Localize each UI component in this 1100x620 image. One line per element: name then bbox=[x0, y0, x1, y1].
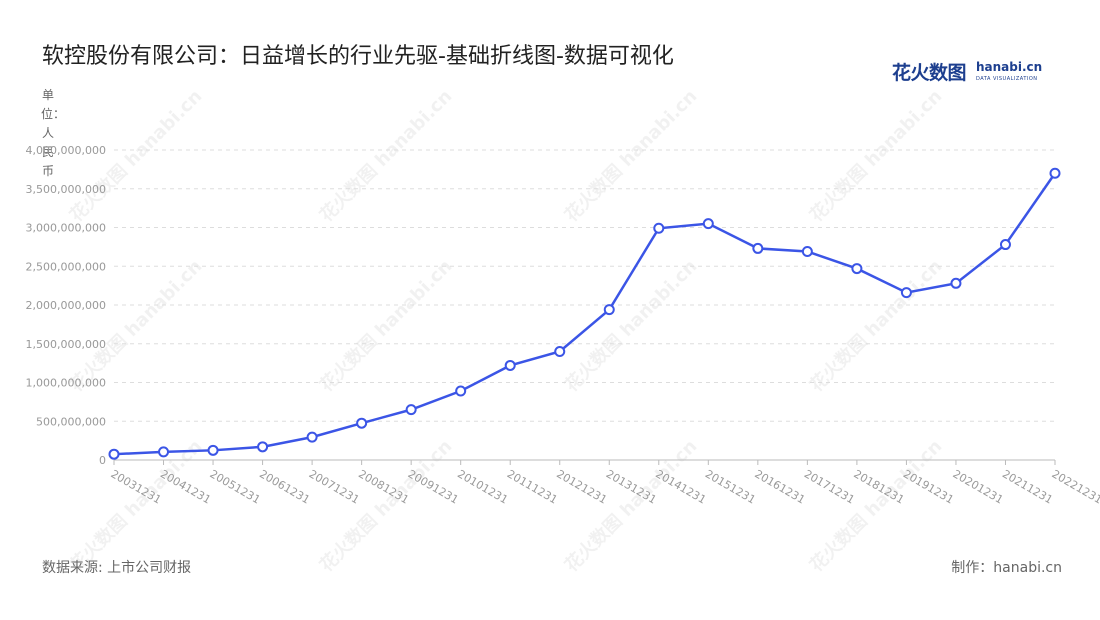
x-axis-ticks: 2003123120041231200512312006123120071231… bbox=[109, 467, 1100, 506]
x-tick-label: 20061231 bbox=[257, 467, 312, 506]
x-tick-label: 20221231 bbox=[1050, 467, 1100, 506]
brand-logo-sub: DATA VISUALIZATION bbox=[976, 76, 1038, 82]
data-point[interactable] bbox=[405, 404, 417, 416]
watermark-text: 花火数图 hanabi.cn bbox=[65, 255, 206, 396]
x-tick-label: 20201231 bbox=[950, 467, 1005, 506]
data-point[interactable] bbox=[900, 287, 912, 299]
data-point[interactable] bbox=[356, 417, 368, 429]
data-point[interactable] bbox=[158, 446, 170, 458]
data-point[interactable] bbox=[1049, 167, 1061, 179]
y-tick-label: 500,000,000 bbox=[36, 415, 106, 428]
data-point[interactable] bbox=[851, 263, 863, 275]
y-tick-label: 1,500,000,000 bbox=[26, 338, 106, 351]
watermark-text: 花火数图 hanabi.cn bbox=[315, 255, 456, 396]
x-tick-label: 20171231 bbox=[802, 467, 857, 506]
data-point[interactable] bbox=[752, 242, 764, 254]
data-point[interactable] bbox=[257, 441, 269, 453]
data-point[interactable] bbox=[455, 385, 467, 397]
x-tick-label: 20211231 bbox=[1000, 467, 1055, 506]
series-line bbox=[113, 172, 1057, 456]
x-tick-label: 20121231 bbox=[554, 467, 609, 506]
y-tick-label: 4,000,000,000 bbox=[26, 144, 106, 157]
data-point[interactable] bbox=[306, 431, 318, 443]
y-axis-ticks: 0 500,000,000 1,000,000,000 1,500,000,000 2,… bbox=[26, 144, 106, 467]
data-point[interactable] bbox=[504, 359, 516, 371]
x-tick-label: 20111231 bbox=[505, 467, 560, 506]
x-tick-label: 20051231 bbox=[208, 467, 263, 506]
data-point[interactable] bbox=[554, 346, 566, 357]
chart-title: 软控股份有限公司：日益增长的行业先驱-基础折线图-数据可视化 bbox=[42, 44, 674, 69]
series-points bbox=[108, 167, 1061, 460]
watermark-text: 花火数图 hanabi.cn bbox=[315, 85, 456, 226]
x-tick-label: 20161231 bbox=[752, 467, 807, 506]
y-tick-label: 2,500,000,000 bbox=[26, 260, 106, 273]
data-point[interactable] bbox=[603, 304, 615, 316]
x-tick-label: 20101231 bbox=[455, 467, 510, 506]
data-point[interactable] bbox=[108, 448, 120, 460]
data-point[interactable] bbox=[207, 444, 219, 456]
data-point[interactable] bbox=[801, 246, 813, 258]
watermark-text: 花火数图 hanabi.cn bbox=[805, 85, 946, 226]
watermark-text: 花火数图 hanabi.cn bbox=[315, 435, 456, 576]
maker-credit: 制作：hanabi.cn bbox=[951, 560, 1062, 576]
data-source-note: 数据来源: 上市公司财报 bbox=[42, 560, 192, 576]
x-axis bbox=[113, 459, 1056, 465]
x-tick-label: 20071231 bbox=[307, 467, 362, 506]
data-point[interactable] bbox=[950, 277, 962, 289]
grid-lines bbox=[114, 149, 1055, 422]
watermark-text: 花火数图 hanabi.cn bbox=[560, 85, 701, 226]
brand-logo-cn: 花火数图 bbox=[892, 62, 967, 84]
x-tick-label: 20151231 bbox=[703, 467, 758, 506]
data-point[interactable] bbox=[653, 222, 665, 234]
watermark-text: 花火数图 hanabi.cn bbox=[805, 435, 946, 576]
data-point[interactable] bbox=[702, 218, 714, 230]
y-tick-label: 3,500,000,000 bbox=[26, 183, 106, 196]
y-tick-label: 1,000,000,000 bbox=[26, 377, 106, 390]
y-tick-label: 2,000,000,000 bbox=[26, 299, 106, 312]
data-point[interactable] bbox=[999, 239, 1011, 251]
y-tick-label: 3,000,000,000 bbox=[26, 222, 106, 235]
brand-logo-en: hanabi.cn bbox=[976, 60, 1043, 74]
y-tick-label: 0 bbox=[99, 454, 106, 467]
watermark-text: 花火数图 hanabi.cn bbox=[560, 435, 701, 576]
watermark-text: 花火数图 hanabi.cn bbox=[65, 435, 206, 576]
